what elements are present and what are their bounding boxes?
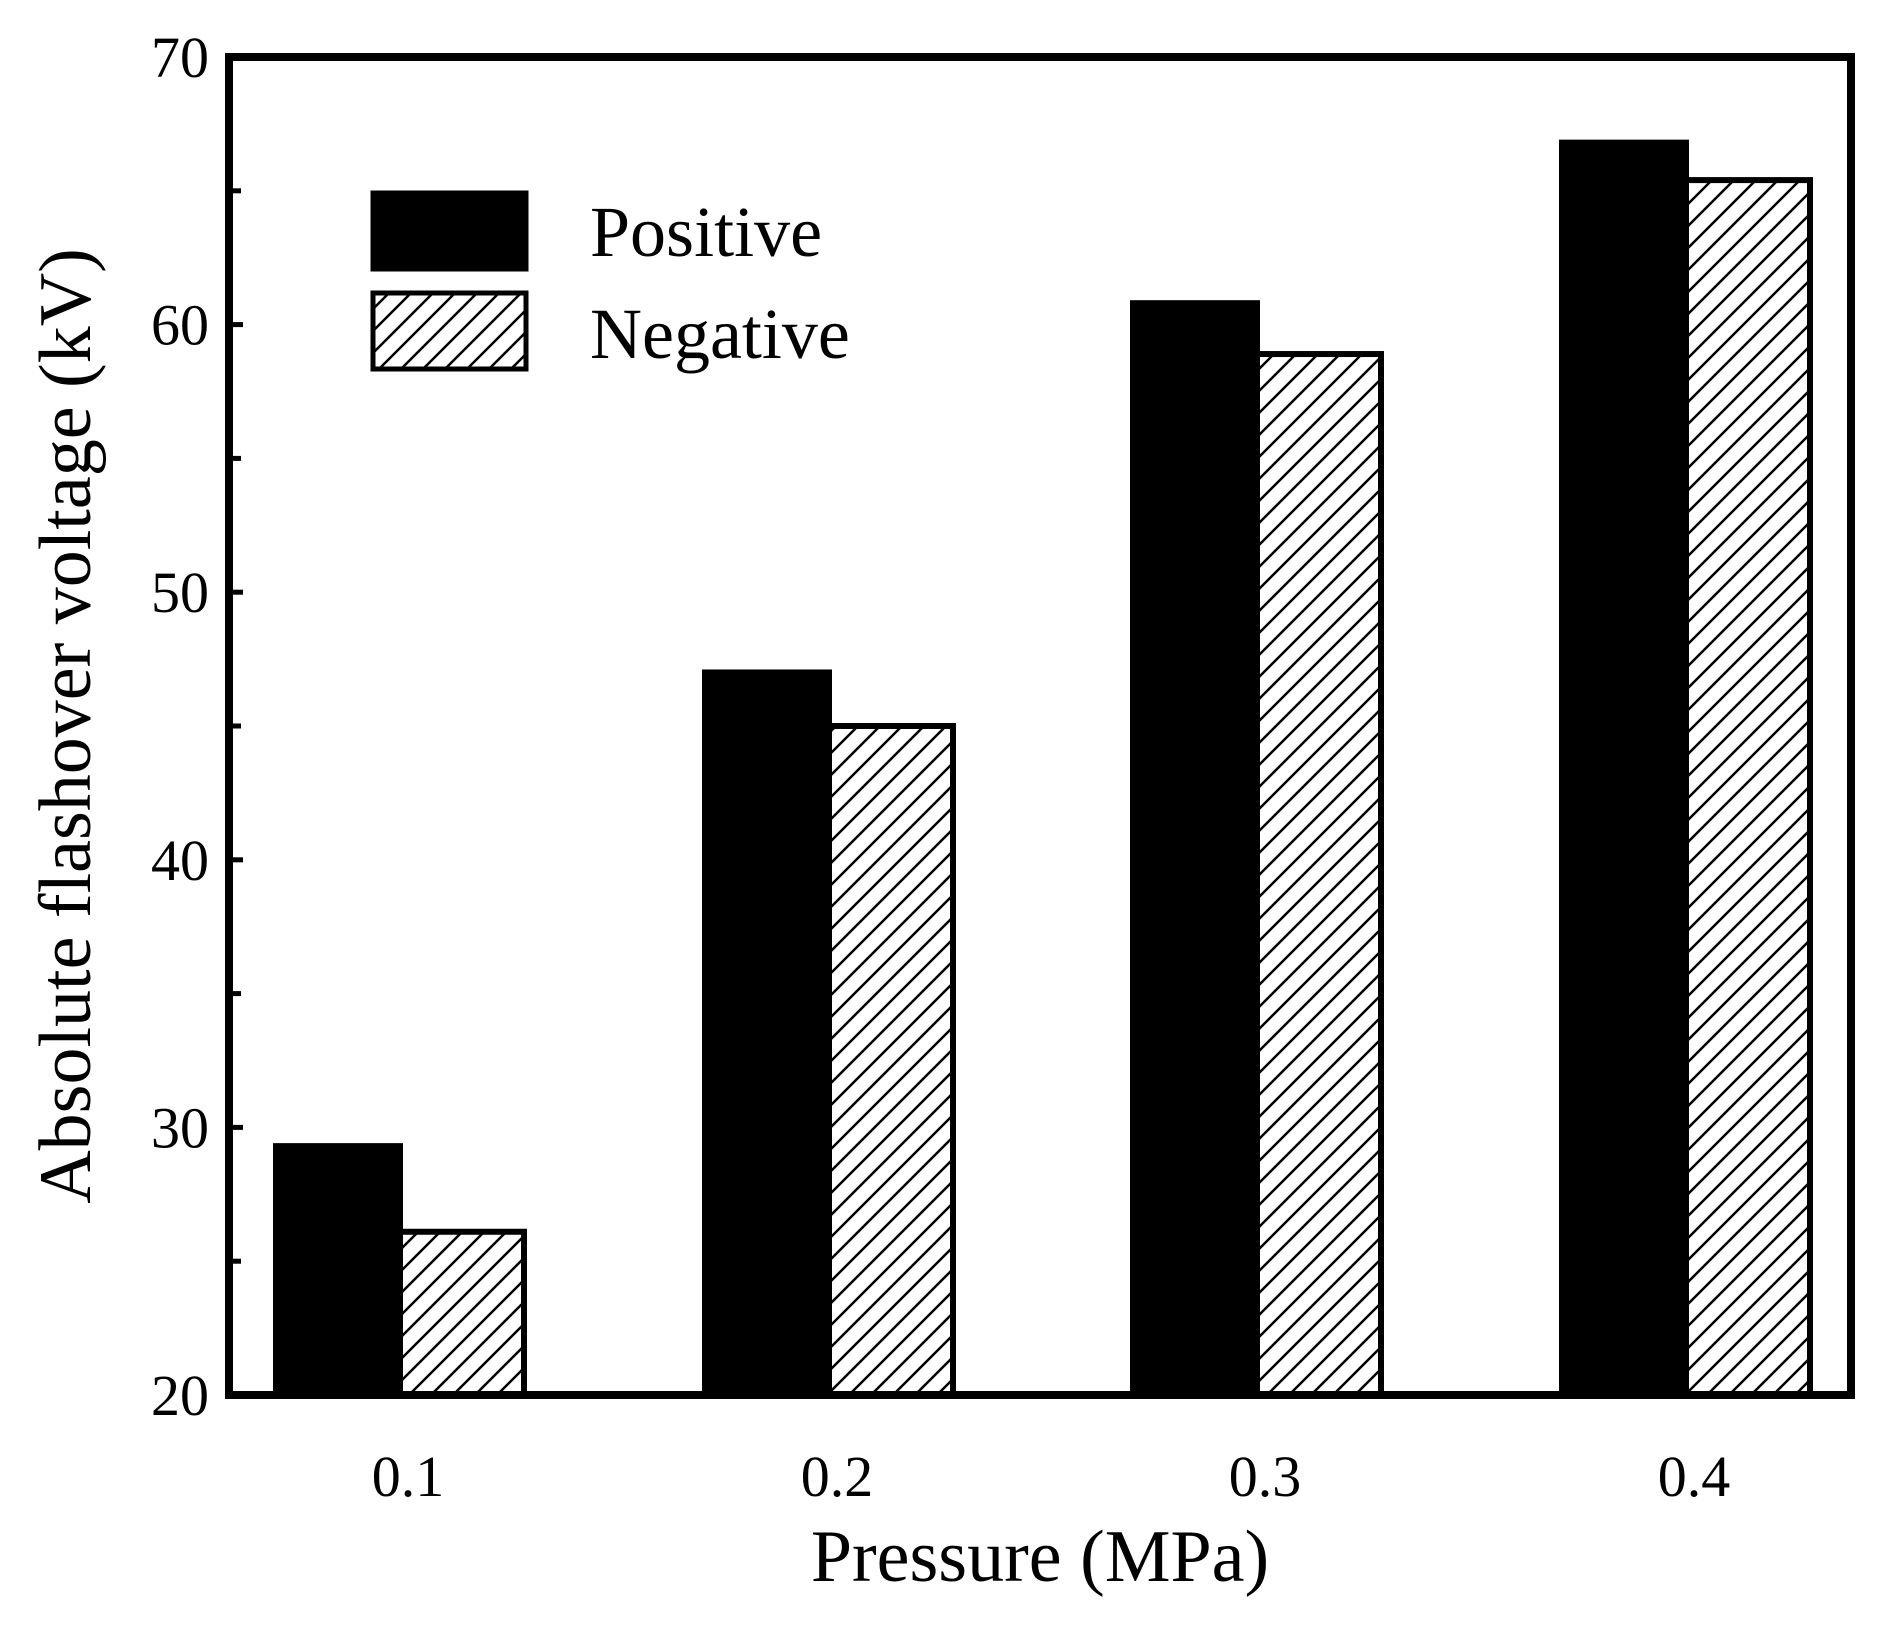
legend-swatch-negative: [370, 290, 529, 372]
bar-positive-0.2: [702, 669, 832, 1398]
y-tick-label: 60: [151, 293, 209, 358]
bar-positive-0.1: [273, 1143, 403, 1398]
legend: Positive Negative: [370, 190, 850, 374]
bar-positive-0.4: [1559, 139, 1689, 1399]
x-tick-label: 0.4: [1658, 1444, 1731, 1509]
legend-swatch-positive: [370, 190, 529, 272]
x-tick-label: 0.2: [801, 1444, 874, 1509]
y-tick-label: 30: [151, 1095, 209, 1160]
y-axis: 20 30 40 50 60 70: [151, 25, 243, 1428]
bar-negative-0.2: [826, 723, 956, 1398]
y-tick-label: 50: [151, 560, 209, 625]
bar-negative-0.1: [397, 1228, 527, 1399]
legend-label-negative: Negative: [590, 294, 850, 374]
bar-negative-0.4: [1683, 177, 1813, 1399]
bars-layer: [273, 139, 1813, 1399]
y-tick-label: 70: [151, 25, 209, 90]
x-axis: 0.1 0.2 0.3 0.4: [372, 1444, 1731, 1509]
x-tick-label: 0.1: [372, 1444, 445, 1509]
x-axis-title: Pressure (MPa): [811, 1516, 1269, 1598]
bar-positive-0.3: [1130, 300, 1260, 1398]
y-axis-title: Absolute flashover voltage (kV): [25, 248, 107, 1204]
bar-negative-0.3: [1254, 351, 1384, 1398]
x-tick-label: 0.3: [1229, 1444, 1302, 1509]
y-tick-label: 40: [151, 828, 209, 893]
legend-label-positive: Positive: [590, 192, 822, 272]
y-tick-label: 20: [151, 1363, 209, 1428]
